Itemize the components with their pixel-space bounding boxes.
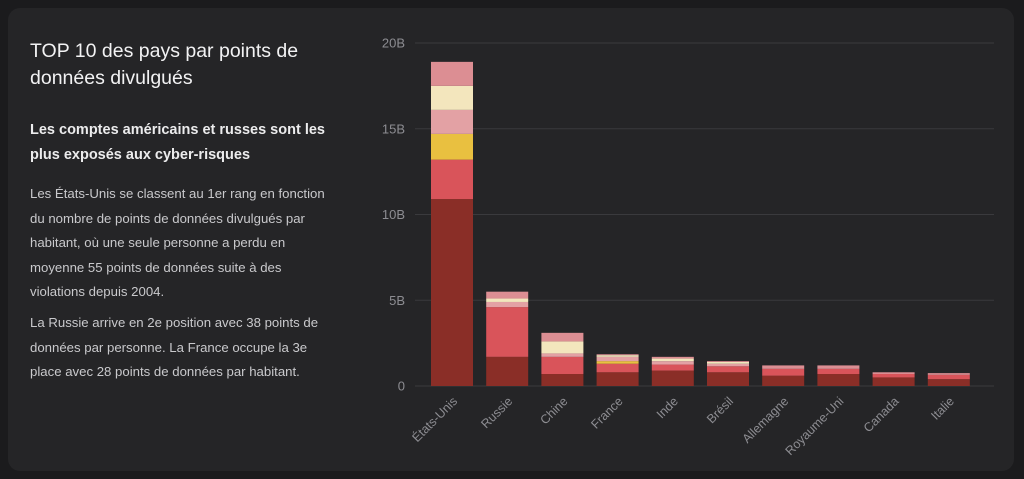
y-tick-label: 20B (382, 36, 405, 51)
bar-segment[interactable] (596, 372, 639, 386)
bar-segment[interactable] (486, 356, 529, 386)
bar-segment[interactable] (762, 375, 805, 386)
chart-title: TOP 10 des pays par points de données di… (30, 40, 299, 89)
bar-segment[interactable] (872, 372, 915, 374)
bar-segment[interactable] (927, 379, 970, 386)
description-panel: TOP 10 des pays par points de données di… (30, 38, 340, 391)
bar-segment[interactable] (762, 368, 805, 376)
bar-segment[interactable] (596, 355, 639, 357)
y-tick-label: 5B (389, 293, 405, 308)
bar-segment[interactable] (596, 361, 639, 364)
bar-segment[interactable] (541, 356, 584, 374)
bar-segment[interactable] (431, 61, 473, 86)
bar-segment[interactable] (651, 358, 694, 362)
x-category-label: Allemagne (740, 394, 792, 446)
bar-segment[interactable] (651, 370, 694, 386)
chart-card: TOP 10 des pays par points de données di… (8, 8, 1014, 471)
bar-segment[interactable] (927, 373, 970, 375)
bar-segment[interactable] (431, 159, 473, 200)
bar-segment[interactable] (872, 377, 915, 386)
bar-segment[interactable] (817, 368, 860, 374)
bar-segment[interactable] (707, 363, 749, 367)
bar-segment[interactable] (486, 298, 529, 302)
x-category-label: Chine (538, 394, 571, 427)
bar-segment[interactable] (707, 361, 749, 364)
bar-segment[interactable] (707, 366, 749, 373)
bar-segment[interactable] (817, 373, 860, 386)
x-category-label: France (588, 394, 625, 431)
bar-segment[interactable] (431, 133, 473, 160)
bar-segment[interactable] (707, 361, 749, 362)
bar-segment[interactable] (651, 356, 694, 359)
bar-segment[interactable] (596, 354, 639, 356)
x-category-label: Italie (928, 394, 957, 423)
bar-segment[interactable] (651, 364, 694, 371)
y-tick-label: 10B (382, 207, 405, 222)
bar-segment[interactable] (596, 356, 639, 362)
bar-segment[interactable] (431, 199, 473, 386)
x-category-label: Inde (654, 394, 681, 421)
chart-subtitle: Les comptes américains et russes sont le… (30, 122, 325, 163)
x-category-label: Royaume-Uni (783, 394, 847, 458)
bar-segment[interactable] (486, 307, 529, 357)
x-category-label: Canada (861, 394, 902, 435)
x-category-label: Brésil (704, 394, 736, 426)
stacked-bar-chart: 0 5B 10B 15B 20B États-Unis Russie Chine France… (382, 36, 994, 459)
bars (431, 61, 970, 386)
y-tick-label: 0 (398, 379, 405, 394)
description-paragraph-2: La Russie arrive en 2e position avec 38 … (30, 314, 319, 380)
y-tick-label: 15B (382, 121, 405, 136)
bar-segment[interactable] (707, 372, 749, 386)
bar-segment[interactable] (651, 361, 694, 365)
bar-segment[interactable] (486, 291, 529, 299)
bar-segment[interactable] (596, 363, 639, 373)
bar-segment[interactable] (486, 301, 529, 308)
bar-segment[interactable] (817, 365, 860, 369)
bar-segment[interactable] (762, 365, 805, 369)
x-category-label: États-Unis (409, 394, 460, 445)
bar-segment[interactable] (541, 353, 584, 357)
bar-segment[interactable] (541, 332, 584, 342)
bar-segment[interactable] (927, 374, 970, 380)
x-axis-labels: États-Unis Russie Chine France Inde Brésil All… (409, 394, 957, 459)
bar-segment[interactable] (431, 85, 473, 110)
description-paragraph-1: Les États-Unis se classent au 1er rang e… (30, 186, 325, 300)
bar-segment[interactable] (872, 373, 915, 378)
bar-segment[interactable] (541, 373, 584, 386)
bar-segment[interactable] (541, 341, 584, 354)
y-axis-ticks: 0 5B 10B 15B 20B (382, 36, 405, 394)
bar-segment[interactable] (431, 109, 473, 134)
x-category-label: Russie (478, 394, 515, 431)
